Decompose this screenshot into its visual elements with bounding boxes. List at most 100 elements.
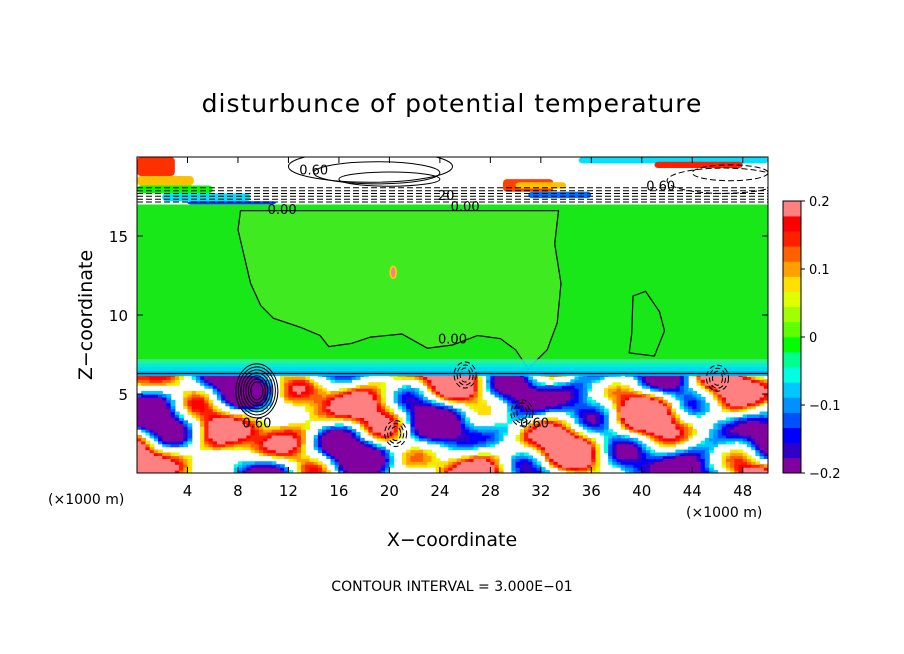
boundary-layer-cell (418, 434, 424, 439)
boundary-layer-cell (267, 446, 273, 451)
boundary-layer-cell (637, 417, 643, 421)
boundary-layer-cell (267, 432, 273, 436)
boundary-layer-cell (376, 417, 382, 421)
boundary-layer-cell (730, 405, 735, 410)
boundary-layer-cell (288, 382, 294, 386)
boundary-layer-cell (469, 423, 475, 427)
boundary-layer-cell (338, 432, 344, 436)
boundary-layer-cell (423, 429, 428, 433)
boundary-layer-cell (431, 382, 437, 386)
boundary-layer-cell (532, 391, 538, 395)
boundary-layer-cell (372, 414, 378, 418)
boundary-layer-cell (427, 432, 433, 436)
boundary-layer-cell (696, 382, 702, 386)
boundary-layer-cell (507, 414, 512, 418)
boundary-layer-cell (330, 452, 336, 457)
boundary-layer-cell (746, 396, 752, 401)
boundary-layer-cell (725, 408, 731, 413)
boundary-layer-cell (646, 458, 651, 462)
boundary-layer-cell (246, 443, 252, 448)
boundary-layer-cell (271, 464, 277, 468)
boundary-layer-cell (746, 434, 752, 439)
boundary-layer-cell (662, 434, 668, 439)
boundary-layer-cell (427, 423, 433, 427)
boundary-layer-cell (153, 399, 159, 404)
boundary-layer-cell (717, 385, 723, 389)
boundary-layer-cell (629, 396, 634, 401)
boundary-layer-cell (608, 452, 613, 457)
boundary-layer-cell (275, 470, 281, 473)
boundary-layer-cell (174, 432, 180, 436)
boundary-layer-cell (667, 376, 672, 380)
boundary-layer-cell (372, 385, 378, 389)
boundary-layer-cell (292, 382, 298, 386)
boundary-layer-cell (683, 464, 689, 468)
boundary-layer-cell (347, 440, 353, 445)
boundary-layer-cell (671, 426, 677, 430)
boundary-layer-cell (725, 405, 731, 410)
boundary-layer-cell (477, 458, 483, 462)
boundary-layer-cell (553, 461, 559, 465)
boundary-layer-cell (254, 391, 260, 395)
boundary-layer-cell (654, 434, 660, 439)
boundary-layer-cell (540, 440, 546, 445)
boundary-layer-cell (734, 402, 740, 407)
boundary-layer-cell (587, 379, 592, 383)
boundary-layer-cell (380, 399, 386, 404)
boundary-layer-cell (608, 391, 613, 395)
boundary-layer-cell (258, 429, 264, 433)
boundary-layer-cell (545, 426, 550, 430)
boundary-layer-cell (675, 417, 681, 421)
boundary-layer-cell (713, 385, 719, 389)
boundary-layer-cell (477, 399, 483, 404)
boundary-layer-cell (641, 458, 647, 462)
boundary-layer-cell (515, 385, 521, 389)
boundary-layer-cell (616, 437, 622, 442)
boundary-layer-cell (149, 420, 155, 424)
boundary-layer-cell (671, 429, 677, 433)
boundary-layer-cell (650, 388, 656, 392)
boundary-layer-cell (536, 429, 542, 433)
boundary-layer-cell (658, 437, 664, 442)
boundary-layer-cell (570, 391, 576, 395)
boundary-layer-cell (477, 437, 483, 442)
boundary-layer-cell (498, 393, 504, 398)
boundary-layer-cell (170, 417, 176, 421)
boundary-layer-cell (498, 396, 504, 401)
boundary-layer-cell (498, 376, 504, 380)
boundary-layer-cell (460, 443, 466, 448)
boundary-layer-cell (284, 440, 290, 445)
boundary-layer-cell (481, 434, 487, 439)
boundary-layer-cell (612, 385, 618, 389)
boundary-layer-cell (153, 411, 159, 416)
boundary-layer-cell (603, 423, 609, 427)
boundary-layer-cell (650, 423, 656, 427)
boundary-layer-cell (292, 426, 298, 430)
boundary-layer-cell (524, 399, 529, 404)
boundary-layer-cell (153, 379, 159, 383)
boundary-layer-cell (258, 452, 264, 457)
boundary-layer-cell (641, 464, 647, 468)
boundary-layer-cell (444, 443, 449, 448)
boundary-layer-cell (566, 449, 571, 454)
boundary-layer-cell (305, 405, 311, 410)
boundary-layer-cell (599, 376, 605, 380)
boundary-layer-cell (751, 434, 756, 439)
boundary-layer-cell (170, 434, 176, 439)
boundary-layer-cell (179, 461, 184, 465)
boundary-layer-cell (490, 379, 496, 383)
boundary-layer-cell (343, 396, 348, 401)
boundary-layer-cell (746, 443, 752, 448)
boundary-layer-cell (721, 420, 727, 424)
boundary-layer-cell (414, 461, 420, 465)
boundary-layer-cell (174, 440, 180, 445)
boundary-layer-cell (549, 405, 555, 410)
boundary-layer-cell (519, 470, 525, 473)
boundary-layer-cell (532, 446, 538, 451)
boundary-layer-cell (746, 405, 752, 410)
boundary-layer-cell (137, 408, 142, 413)
boundary-layer-cell (263, 461, 269, 465)
boundary-layer-cell (646, 470, 651, 473)
boundary-layer-cell (591, 408, 597, 413)
boundary-layer-cell (620, 408, 626, 413)
